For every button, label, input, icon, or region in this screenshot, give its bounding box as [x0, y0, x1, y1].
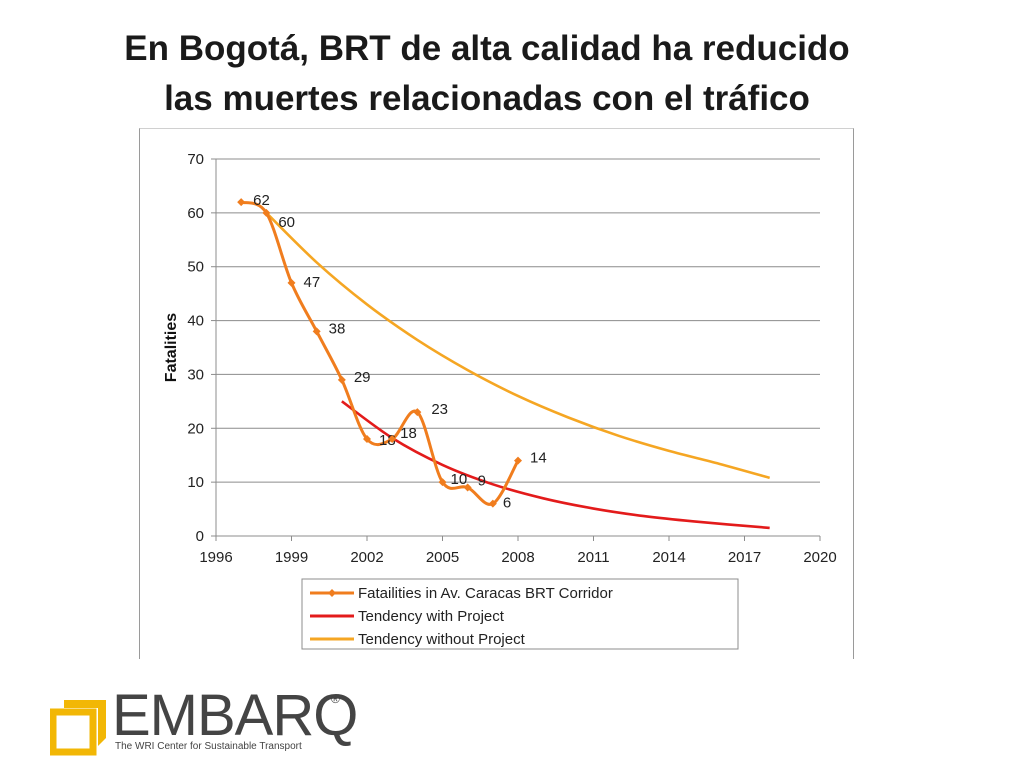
x-tick-label: 1996 [199, 549, 232, 566]
series-line-1 [240, 200, 520, 506]
registered-mark: ® [331, 692, 340, 706]
y-tick-label: 10 [187, 474, 204, 491]
x-tick-label: 2014 [652, 549, 685, 566]
data-point [514, 456, 522, 465]
x-tick-label: 2017 [728, 549, 761, 566]
x-tick-label: 2005 [426, 549, 459, 566]
y-axis-label: Fatalities [163, 313, 180, 382]
embarq-wordmark: EMBARQ [112, 683, 358, 748]
legend-marker [328, 589, 336, 597]
slide-title: En Bogotá, BRT de alta calidad ha reduci… [80, 24, 894, 124]
data-label: 62 [253, 192, 270, 209]
data-label: 18 [400, 425, 417, 442]
data-label: 47 [304, 274, 321, 291]
data-label: 38 [329, 320, 346, 337]
data-label: 6 [503, 495, 511, 512]
data-label: 10 [451, 471, 468, 488]
data-point [262, 208, 271, 217]
y-tick-label: 60 [187, 205, 204, 222]
data-label: 14 [530, 450, 547, 467]
y-tick-label: 40 [187, 313, 204, 330]
slide-title-line-1: En Bogotá, BRT de alta calidad ha reduci… [124, 29, 850, 68]
data-point [463, 483, 472, 492]
x-tick-label: 2008 [501, 549, 534, 566]
embarq-tagline: The WRI Center for Sustainable Transport [115, 741, 302, 752]
fatalities-line-chart: 0 10 20 30 40 50 60 70 1996 1999 2002 2005 2008 2011 2… [163, 151, 837, 650]
data-label: 23 [431, 401, 448, 418]
embarq-logo-mark-icon [50, 700, 106, 756]
y-tick-label: 30 [187, 366, 204, 383]
y-tick-label: 20 [187, 420, 204, 437]
x-tick-label: 1999 [275, 549, 308, 566]
x-tick-label: 2020 [803, 549, 836, 566]
data-label: 9 [478, 473, 486, 490]
embarq-logo: EMBARQ ® The WRI Center for Sustainable … [50, 684, 358, 756]
legend-label: Tendency with Project [358, 608, 505, 625]
data-point [488, 499, 497, 508]
data-point [363, 435, 371, 444]
legend-label: Tendency without Project [358, 631, 526, 648]
data-point [388, 435, 397, 444]
y-tick-label: 50 [187, 259, 204, 276]
y-tick-label: 70 [187, 151, 204, 168]
x-tick-label: 2002 [350, 549, 383, 566]
data-point [337, 375, 346, 384]
legend-label: Fatailities in Av. Caracas BRT Corridor [358, 585, 613, 602]
data-label: 60 [278, 214, 295, 231]
data-point [287, 278, 296, 287]
y-tick-label: 0 [196, 528, 204, 545]
slide-title-line-2: las muertes relacionadas con el tráfico [164, 79, 810, 118]
chart-frame: 0 10 20 30 40 50 60 70 1996 1999 2002 2005 2008 2011 2… [139, 128, 854, 659]
series-line-2 [341, 400, 770, 530]
x-tick-label: 2011 [577, 549, 609, 566]
data-point [312, 327, 321, 336]
data-point [438, 478, 447, 487]
data-label: 29 [354, 369, 371, 386]
series-line-3 [265, 211, 771, 480]
legend-box [301, 578, 739, 650]
data-point [413, 408, 422, 417]
data-point [237, 198, 246, 207]
